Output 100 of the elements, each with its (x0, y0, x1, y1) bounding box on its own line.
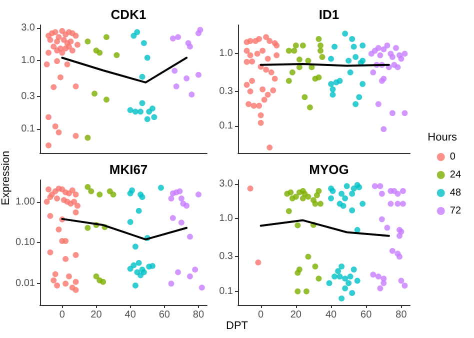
point (258, 120, 264, 126)
point (388, 200, 394, 207)
point (303, 288, 310, 294)
point (151, 114, 158, 120)
point (71, 198, 78, 205)
point (244, 58, 250, 65)
point (175, 34, 182, 40)
y-tick-label: 1.0 (219, 48, 234, 60)
point (346, 58, 352, 64)
point (328, 56, 334, 62)
point (84, 38, 91, 44)
y-tick-label: 0.3 (219, 251, 234, 262)
point (389, 248, 396, 254)
x-tick-label: 20 (90, 310, 102, 320)
point (377, 52, 384, 58)
point (380, 126, 387, 132)
point (328, 81, 334, 88)
point (246, 101, 252, 108)
point (50, 44, 57, 50)
point (46, 114, 52, 120)
point (338, 263, 345, 270)
y-tick-label: 3.0 (219, 178, 234, 190)
point (195, 192, 202, 198)
point (394, 200, 401, 207)
point (144, 116, 150, 122)
point (360, 42, 366, 48)
y-tick-label: 3.0 (21, 22, 36, 34)
y-tick-label: 0.1 (219, 286, 234, 297)
point (72, 252, 79, 258)
point (93, 273, 100, 280)
point (402, 50, 408, 57)
point (400, 188, 406, 194)
point (69, 48, 76, 54)
point (344, 183, 350, 190)
y-tick-label: 0.10 (16, 237, 36, 248)
point (247, 52, 254, 58)
point (56, 226, 62, 232)
y-axis-title: Expression (0, 150, 12, 206)
point (178, 220, 184, 226)
point (249, 58, 256, 64)
point (360, 81, 366, 88)
point (47, 212, 54, 219)
legend-title: Hours (428, 132, 458, 144)
point (54, 196, 60, 202)
point (291, 48, 298, 54)
point (136, 260, 142, 266)
point (72, 32, 79, 39)
x-tick-label: 0 (258, 310, 264, 320)
point (317, 42, 324, 48)
point (138, 272, 144, 278)
x-axis-title: DPT (226, 320, 248, 332)
point (370, 69, 376, 76)
point (186, 273, 193, 280)
point (62, 280, 69, 287)
point (342, 276, 348, 282)
point (103, 34, 110, 40)
point (347, 69, 354, 76)
point (306, 104, 313, 110)
point (256, 36, 262, 42)
point (57, 74, 64, 80)
point (292, 194, 299, 200)
point (264, 56, 271, 62)
point (396, 254, 402, 260)
point (330, 86, 336, 92)
point (305, 58, 312, 64)
point (130, 32, 137, 39)
point (349, 190, 356, 197)
point (139, 100, 146, 106)
point (260, 48, 266, 54)
point (389, 110, 396, 116)
point (47, 194, 54, 200)
point (54, 38, 60, 44)
point (332, 44, 338, 50)
legend-label: 48 (450, 188, 462, 198)
point (402, 282, 408, 289)
point (335, 268, 342, 274)
point (192, 266, 198, 273)
point (384, 224, 390, 231)
point (136, 208, 142, 214)
point (100, 278, 106, 285)
point (316, 36, 322, 42)
point (270, 87, 276, 94)
point (168, 196, 174, 202)
point (305, 254, 312, 260)
point (378, 216, 385, 222)
point (392, 44, 399, 51)
x-tick-label: 80 (192, 310, 204, 320)
point (336, 274, 343, 280)
point (394, 190, 401, 197)
point (114, 52, 120, 58)
point (56, 129, 62, 136)
point (316, 74, 322, 80)
point (244, 48, 250, 54)
point (92, 90, 98, 97)
point (317, 48, 324, 54)
point (305, 194, 312, 200)
chart-title: ID1 (318, 7, 340, 22)
point (66, 44, 72, 50)
y-tick-label: 1.0 (21, 55, 36, 66)
point (389, 54, 396, 60)
